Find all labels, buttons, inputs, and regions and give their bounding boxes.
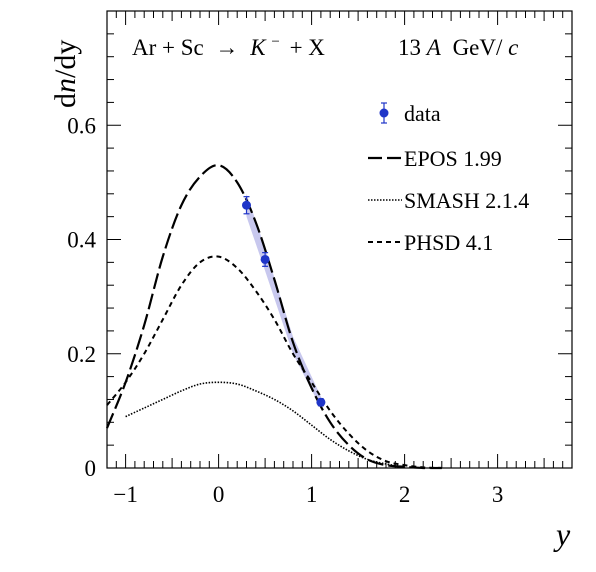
data-point-2 [316,397,326,407]
data-point-1 [260,254,270,264]
y-tick-label-2: 0.4 [67,228,96,253]
title-energy-value: 13 [398,35,421,60]
legend-smash-label: SMASH 2.1.4 [404,188,529,213]
series-smash-line [125,381,405,468]
title-reaction-rhs: + X [290,35,326,60]
legend: data EPOS 1.99 SMASH 2.1.4 PHSD 4.1 [368,101,529,255]
title-energy-unit: GeV/ [453,35,503,60]
legend-epos-label: EPOS 1.99 [404,146,502,171]
ylabel-n: n [49,78,82,93]
y-tick-label-1: 0.2 [67,342,96,367]
axis-layer: −1 0 1 2 3 0 0.2 0.4 0.6 [67,11,573,507]
title-particle: K [249,35,267,60]
legend-item-epos: EPOS 1.99 [368,146,502,171]
legend-data-marker [379,108,389,118]
legend-phsd-label: PHSD 4.1 [404,230,493,255]
title-reaction-lhs: Ar + Sc [132,35,204,60]
x-tick-label-1: 0 [213,482,225,507]
x-tick-label-0: −1 [113,482,137,507]
x-axis-label: y [553,516,571,552]
title-arrow: → [216,35,239,60]
legend-item-data: data [379,101,441,126]
legend-item-smash: SMASH 2.1.4 [368,188,529,213]
chart-title-reaction: Ar + Sc → K − + X [132,26,325,60]
y-tick-label-0: 0 [85,456,97,481]
data-point-0 [242,200,251,210]
x-tick-label-3: 2 [399,482,411,507]
legend-item-phsd: PHSD 4.1 [368,230,493,255]
series-epos-line [105,164,442,470]
ylabel-d: d [49,93,82,108]
legend-data-label: data [404,101,441,126]
chart-title-energy: 13 A GeV/ c [398,35,518,60]
y-axis-label: dn/dy [49,40,82,108]
x-tick-label-2: 1 [306,482,318,507]
ylabel-rest: /dy [49,40,82,78]
title-energy-c: c [508,35,518,60]
x-tick-label-4: 3 [492,482,504,507]
title-energy-a: A [425,35,442,60]
y-tick-label-3: 0.6 [67,113,96,138]
data-points-layer [242,196,326,407]
title-particle-sup: − [271,34,279,50]
